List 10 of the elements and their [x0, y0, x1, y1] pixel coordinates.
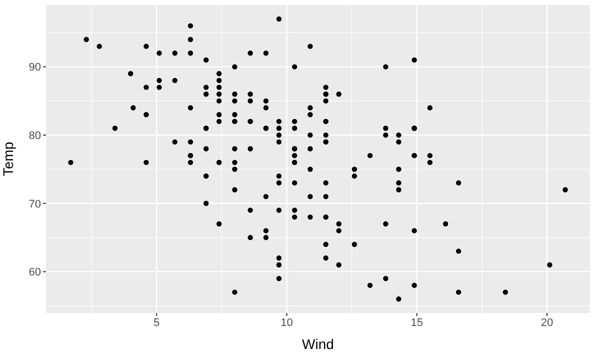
y-tick-label: 60 — [28, 266, 41, 279]
x-tick-label: 5 — [154, 316, 160, 329]
x-tick-label: 20 — [540, 316, 554, 329]
x-tick-label: 15 — [410, 316, 424, 329]
y-tick-label: 90 — [28, 62, 41, 74]
y-tick-label: 80 — [28, 130, 41, 142]
x-tick-label: 10 — [280, 316, 293, 329]
y-axis-title: Temp — [0, 142, 16, 176]
x-axis-title: Wind — [302, 336, 334, 352]
y-tick-label: 70 — [28, 198, 41, 210]
